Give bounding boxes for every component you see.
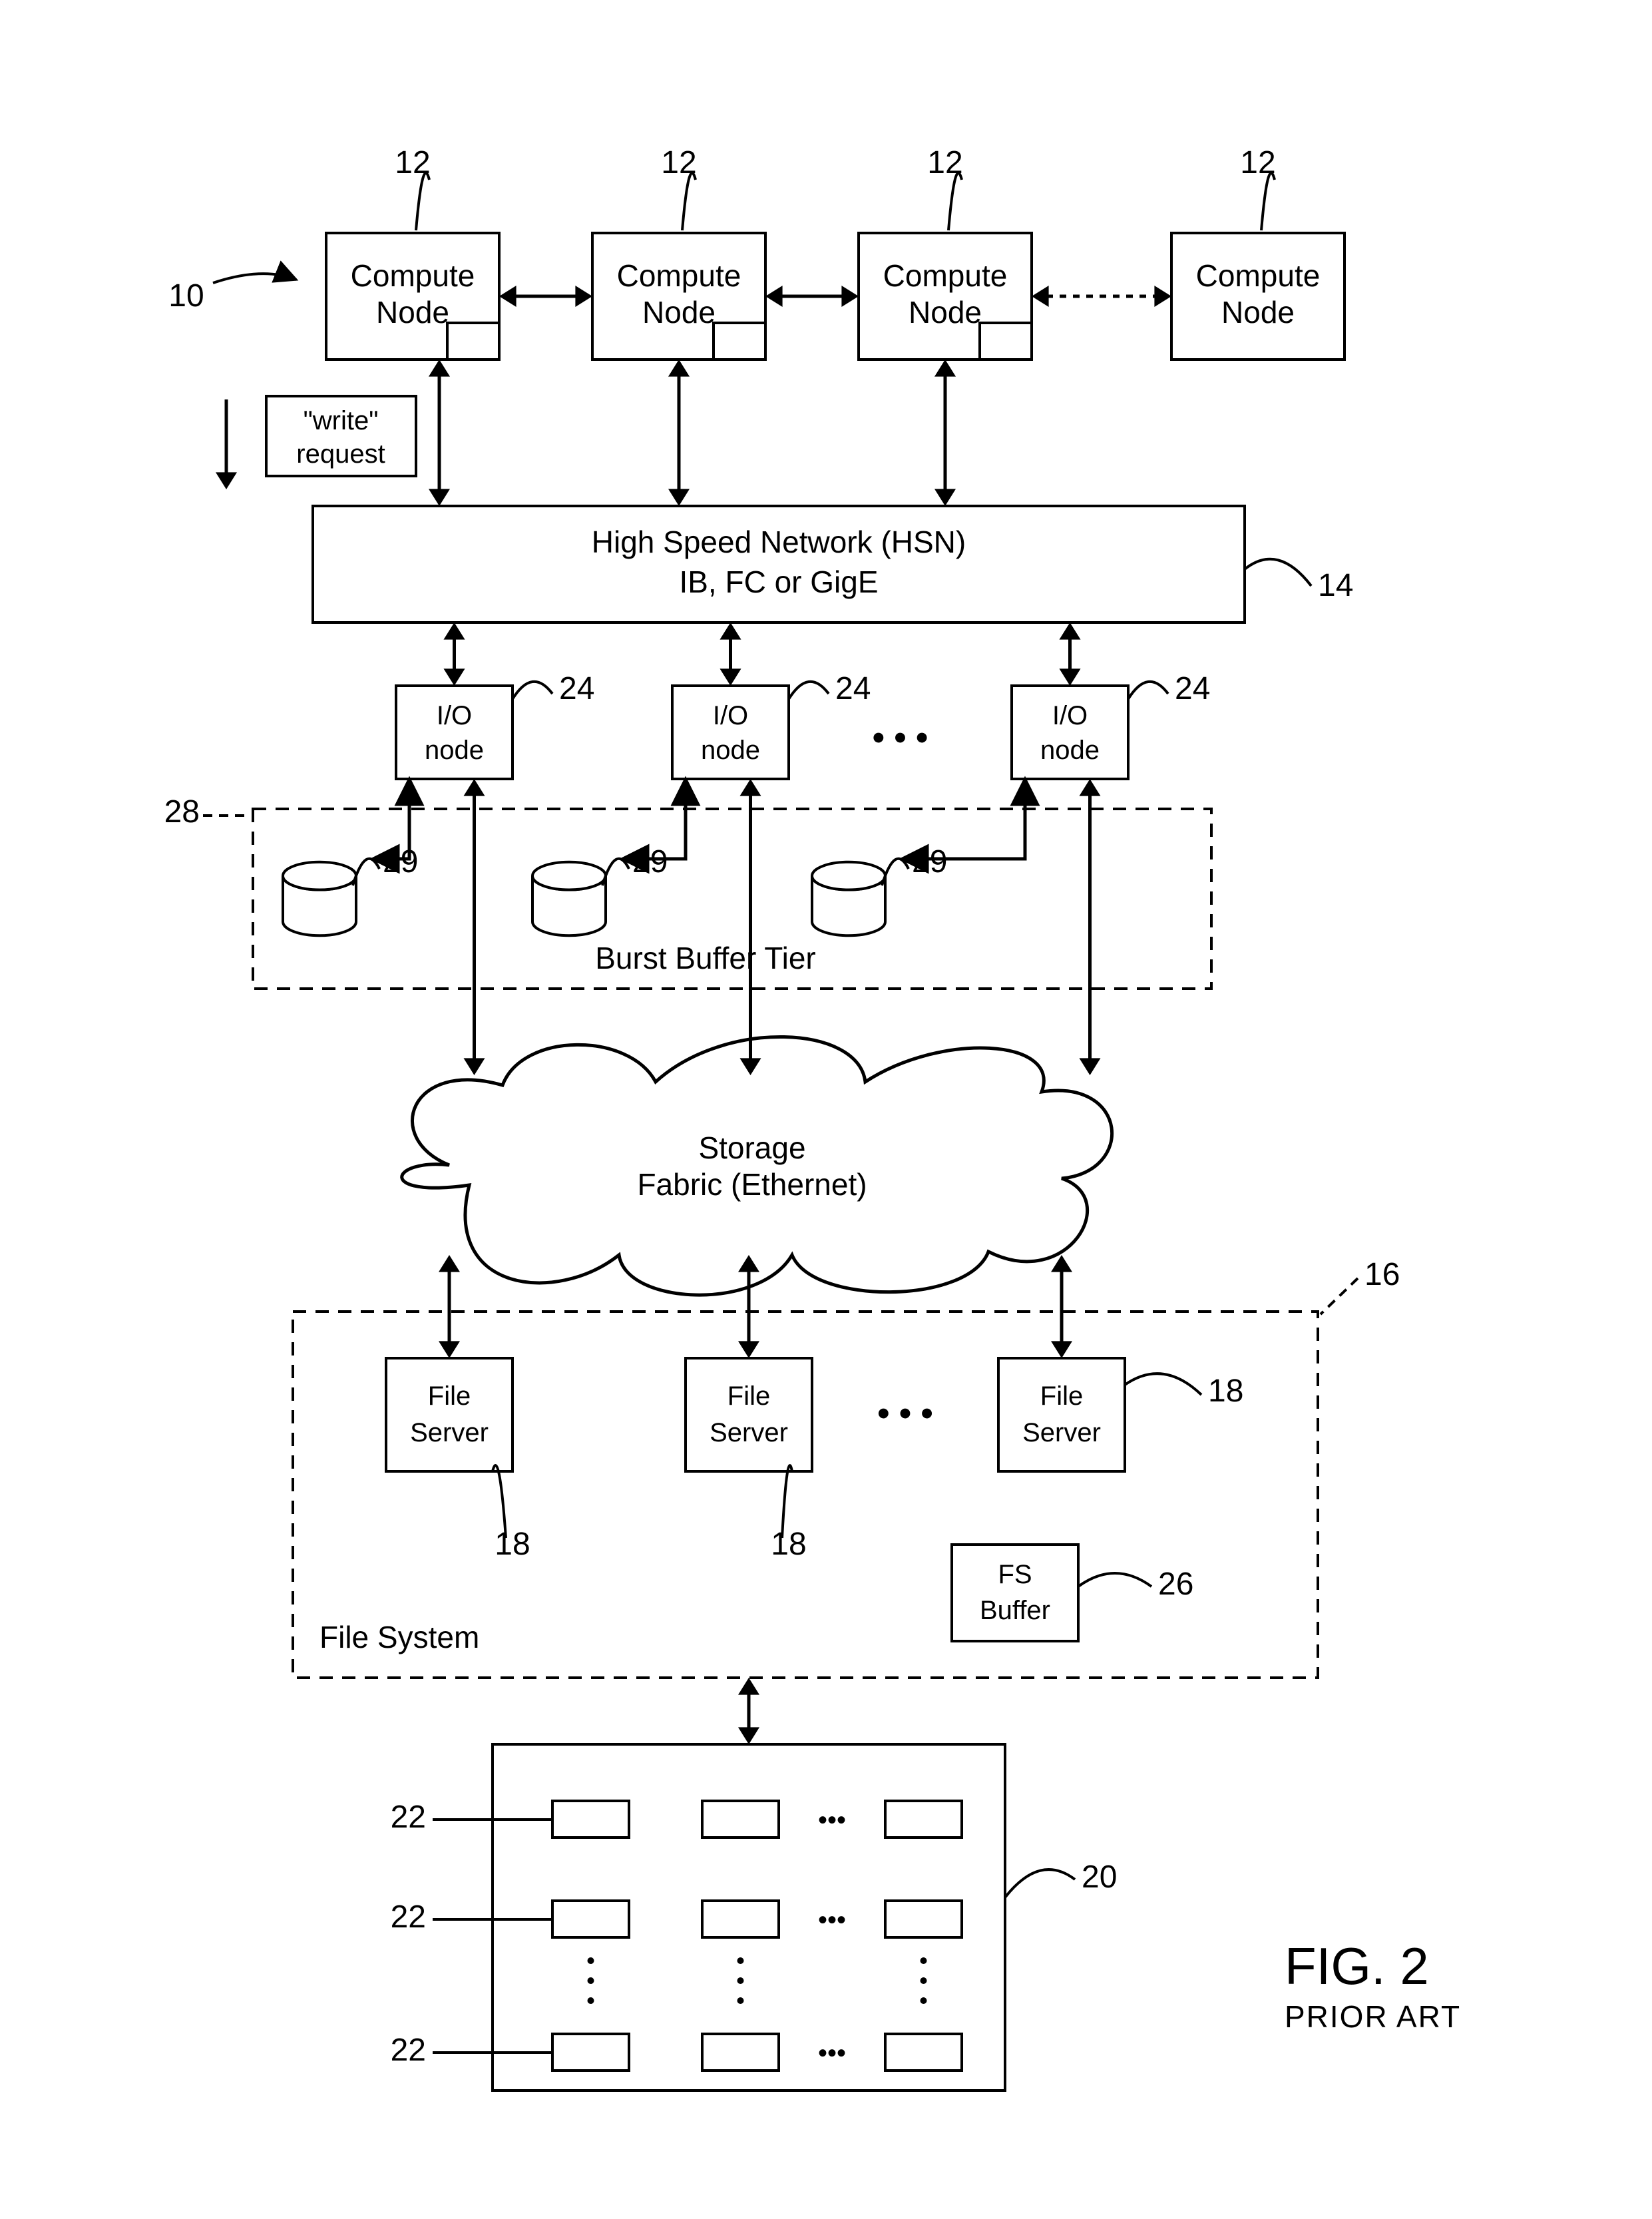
disk-slot	[552, 1801, 629, 1838]
svg-text:• • •: • • •	[873, 718, 929, 757]
svg-text:request: request	[296, 439, 385, 469]
disk-slot	[702, 1801, 779, 1838]
disk-slot	[885, 1901, 962, 1937]
io-node-box	[396, 686, 513, 779]
svg-text:Server: Server	[410, 1418, 489, 1447]
svg-text:24: 24	[835, 671, 871, 706]
svg-text:14: 14	[1318, 568, 1353, 603]
io-node-box	[672, 686, 789, 779]
svg-text:10: 10	[168, 278, 204, 314]
buffer-cylinder	[812, 862, 885, 936]
svg-text:File: File	[1040, 1381, 1083, 1411]
svg-text:29: 29	[383, 844, 418, 879]
svg-text:•••: •••	[818, 1905, 846, 1935]
svg-text:I/O: I/O	[713, 701, 748, 730]
svg-text:18: 18	[1208, 1373, 1243, 1409]
disk-slot	[552, 2034, 629, 2071]
svg-text:20: 20	[1082, 1859, 1117, 1895]
svg-text:18: 18	[495, 1527, 530, 1562]
svg-text:node: node	[701, 736, 760, 765]
fs-buffer-box	[952, 1545, 1078, 1641]
svg-text:•••: •••	[818, 1806, 846, 1835]
svg-text:Buffer: Buffer	[980, 1596, 1050, 1625]
svg-text:Compute: Compute	[883, 258, 1008, 293]
storage-fabric-cloud	[402, 1037, 1112, 1295]
svg-text:Node: Node	[909, 295, 982, 330]
svg-text:"write": "write"	[304, 406, 379, 435]
svg-text:FIG. 2: FIG. 2	[1285, 1937, 1429, 1995]
svg-text:Node: Node	[1221, 295, 1295, 330]
svg-text:•••: •••	[818, 2039, 846, 2068]
disk-slot	[885, 2034, 962, 2071]
svg-text:Storage: Storage	[698, 1130, 805, 1165]
svg-text:28: 28	[164, 794, 200, 830]
svg-text:Compute: Compute	[617, 258, 741, 293]
svg-text:File: File	[727, 1381, 770, 1411]
svg-text:18: 18	[771, 1527, 806, 1562]
svg-text:29: 29	[912, 844, 947, 879]
disk-slot	[702, 1901, 779, 1937]
svg-text:29: 29	[632, 844, 668, 879]
svg-text:Burst Buffer Tier: Burst Buffer Tier	[595, 941, 816, 975]
disk-slot	[885, 1801, 962, 1838]
file-server-box	[386, 1358, 513, 1471]
svg-text:FS: FS	[998, 1560, 1032, 1589]
svg-text:High Speed Network (HSN): High Speed Network (HSN)	[592, 525, 966, 559]
svg-text:16: 16	[1364, 1257, 1400, 1292]
svg-text:Compute: Compute	[351, 258, 475, 293]
svg-text:PRIOR ART: PRIOR ART	[1285, 1999, 1461, 2034]
svg-text:Server: Server	[710, 1418, 788, 1447]
svg-text:24: 24	[559, 671, 594, 706]
svg-text:Compute: Compute	[1196, 258, 1321, 293]
svg-text:I/O: I/O	[437, 701, 472, 730]
svg-text:Node: Node	[642, 295, 716, 330]
svg-text:26: 26	[1158, 1567, 1193, 1602]
svg-text:Fabric (Ethernet): Fabric (Ethernet)	[637, 1167, 867, 1202]
svg-text:Node: Node	[376, 295, 449, 330]
io-node-box	[1012, 686, 1128, 779]
svg-text:File System: File System	[319, 1620, 479, 1654]
svg-text:IB, FC or GigE: IB, FC or GigE	[679, 565, 878, 599]
svg-text:I/O: I/O	[1052, 701, 1088, 730]
svg-text:Server: Server	[1022, 1418, 1101, 1447]
svg-text:• • •: • • •	[877, 1394, 933, 1433]
svg-text:node: node	[1040, 736, 1100, 765]
disk-slot	[552, 1901, 629, 1937]
svg-text:22: 22	[391, 1899, 426, 1935]
disk-slot	[702, 2034, 779, 2071]
svg-text:File: File	[428, 1381, 471, 1411]
buffer-cylinder	[283, 862, 356, 936]
file-server-box	[686, 1358, 812, 1471]
file-server-box	[998, 1358, 1125, 1471]
svg-text:24: 24	[1175, 671, 1210, 706]
buffer-cylinder	[532, 862, 606, 936]
svg-text:22: 22	[391, 2033, 426, 2068]
svg-text:22: 22	[391, 1800, 426, 1835]
svg-text:node: node	[425, 736, 484, 765]
